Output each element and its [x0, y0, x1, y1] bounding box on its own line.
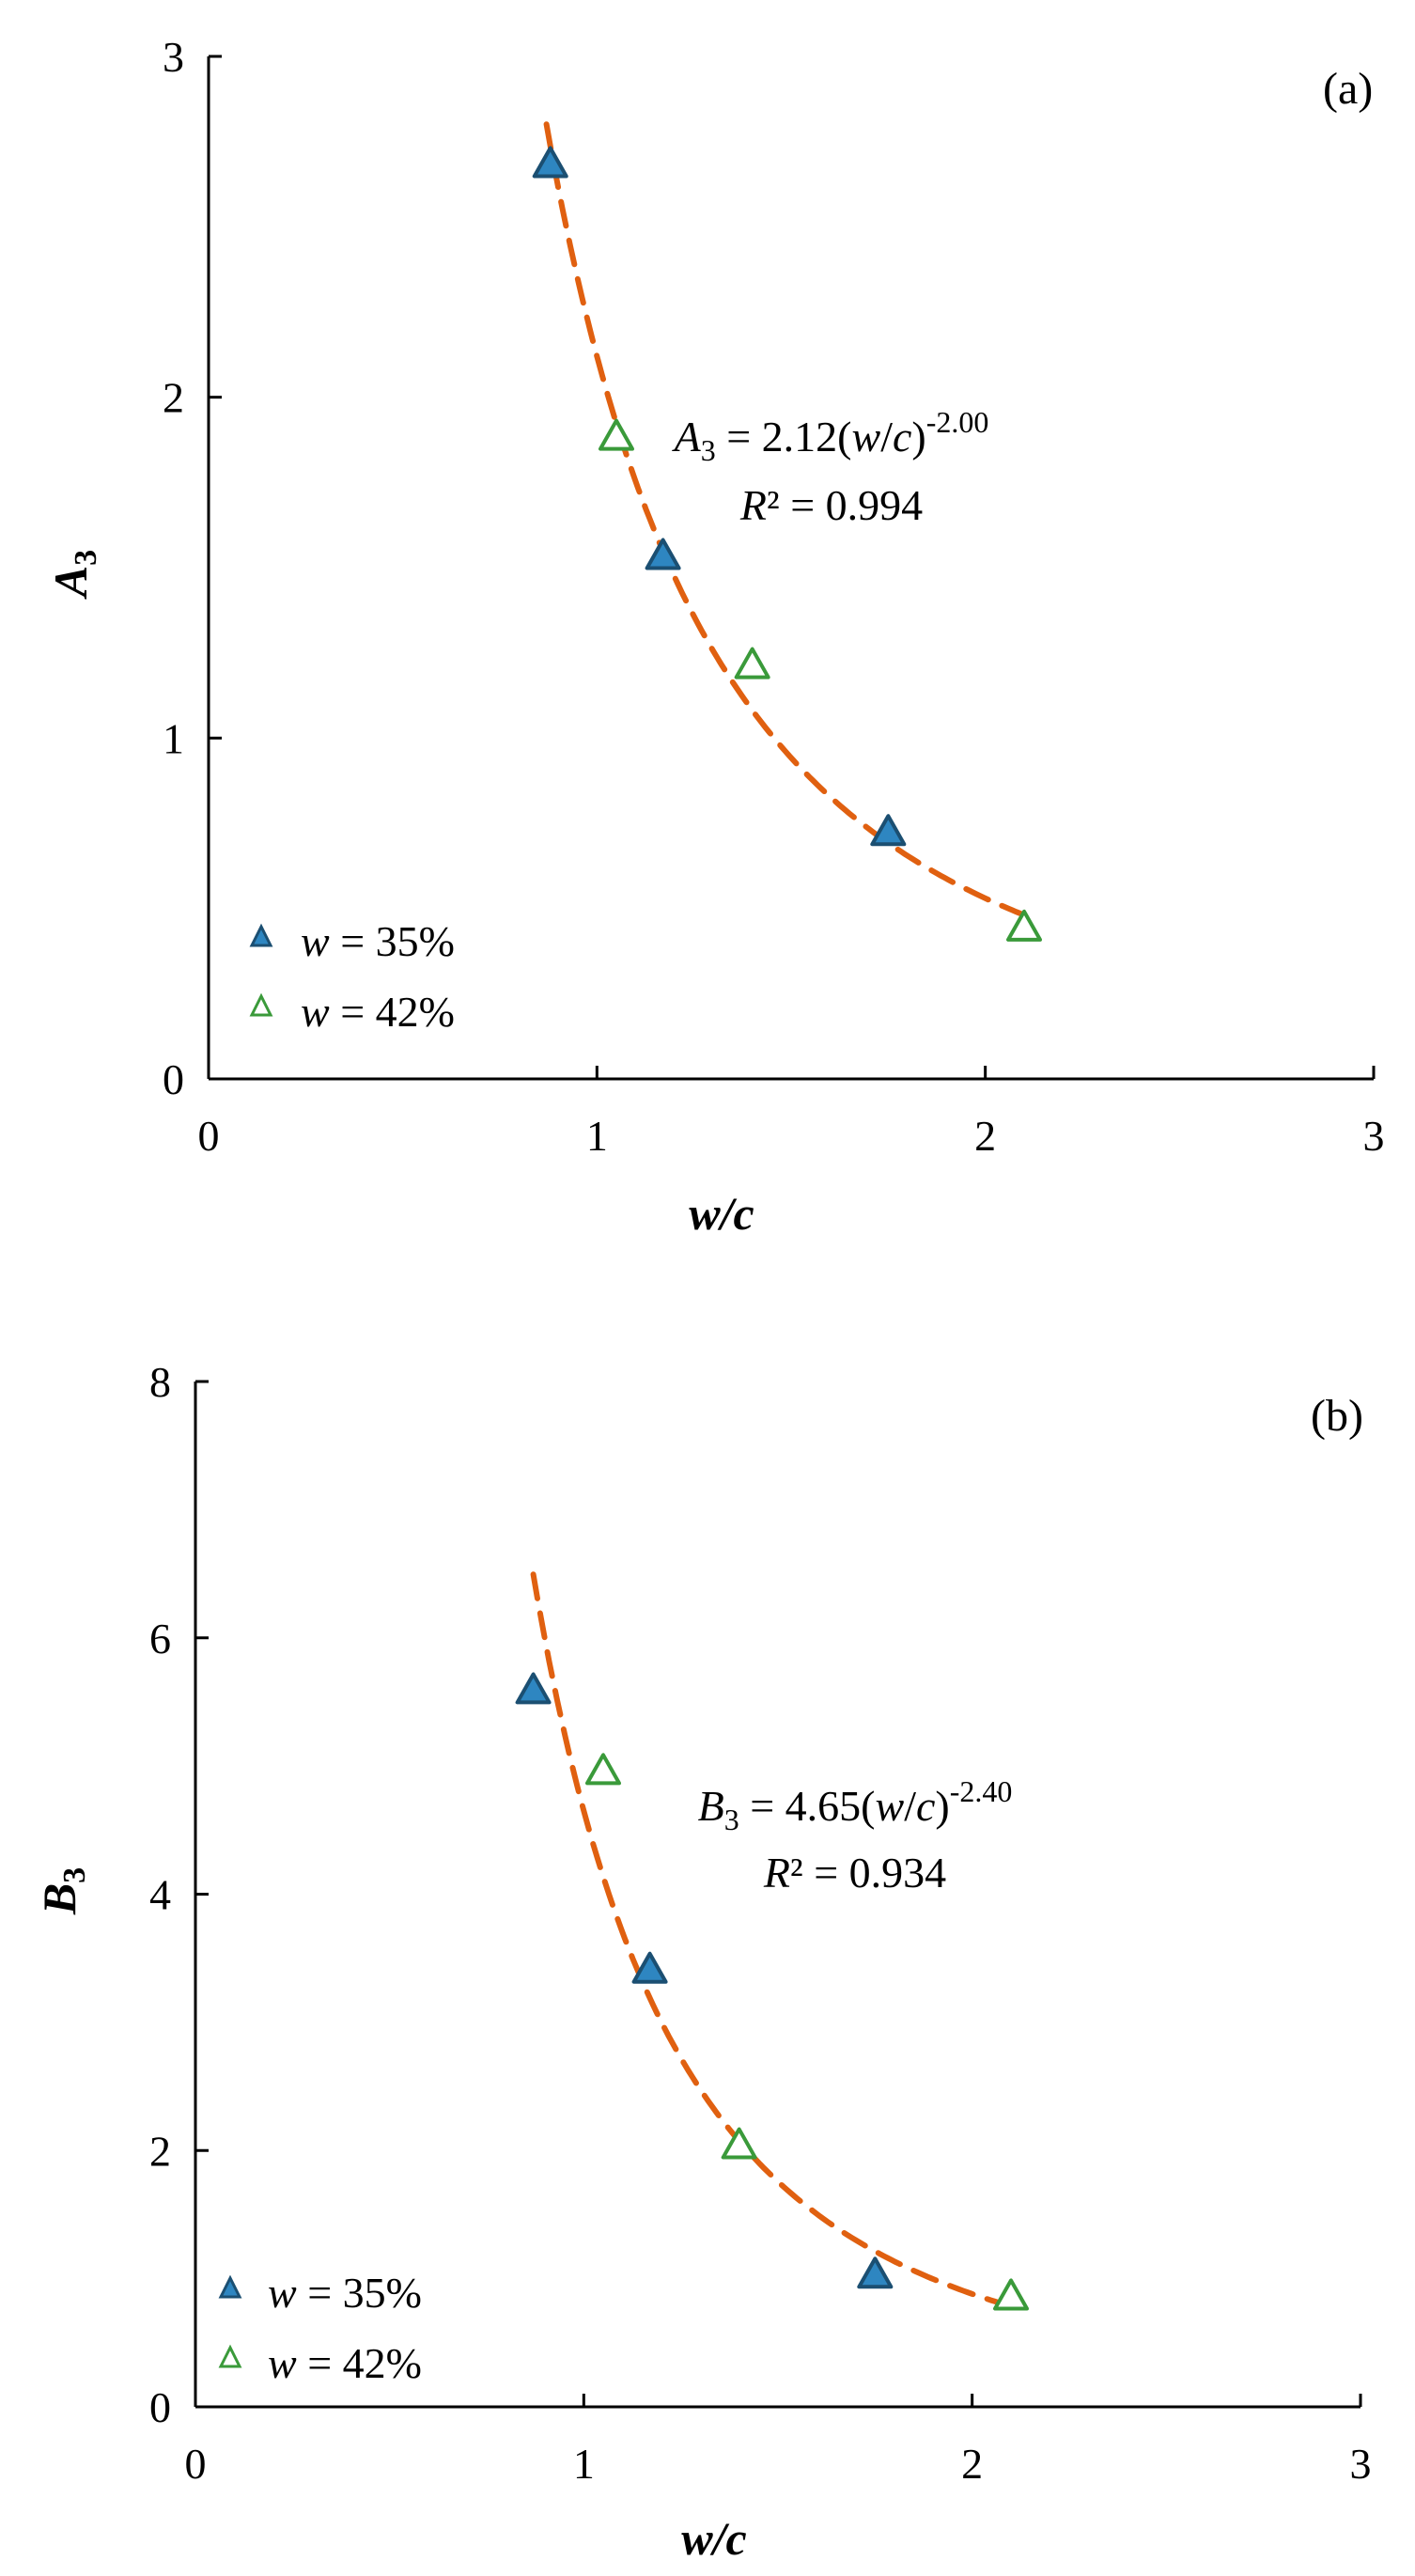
chart-b-y-tick-label: 0 — [149, 2383, 171, 2431]
chart-b-legend: w = 35% w = 42% — [218, 2269, 422, 2387]
chart-a-y-tick-label: 2 — [163, 374, 184, 422]
chart-b-y-tick-label: 2 — [149, 2127, 171, 2175]
chart-a-r-squared: R² = 0.994 — [739, 481, 923, 529]
chart-b-y-axis-title: B3 — [33, 1867, 92, 1915]
chart-b-points — [515, 1672, 1029, 2311]
chart-a-tick-labels: 0 1 2 3 0 1 2 3 — [163, 33, 1385, 1160]
chart-b-panel-label: (b) — [1311, 1391, 1363, 1441]
chart-b-x-tick-label: 3 — [1350, 2440, 1372, 2488]
chart-a-y-tick-label: 1 — [163, 714, 184, 762]
chart-b-data-point-42 — [585, 1753, 621, 1786]
chart-a-legend-item-35: w = 35% — [249, 917, 455, 965]
chart-b-data-point-35 — [631, 1951, 668, 1984]
chart-b-data-point-35 — [515, 1672, 552, 1705]
chart-b-tick-labels: 0 1 2 3 0 2 4 6 8 — [149, 1358, 1372, 2488]
chart-b-x-tick-label: 1 — [573, 2440, 595, 2488]
chart-b-legend-label-42: w = 42% — [268, 2339, 422, 2387]
chart-a-legend-label-42: w = 42% — [301, 988, 455, 1036]
chart-b-y-tick-label: 8 — [149, 1358, 171, 1406]
chart-a-data-point-35 — [645, 538, 681, 570]
chart-a-fit-line — [543, 121, 1027, 918]
chart-b: 0 1 2 3 0 2 4 6 8 (b) w/c B3 B3 = 4.65(w/c)-2.40… — [33, 1358, 1372, 2565]
chart-a-legend-label-35: w = 35% — [301, 917, 455, 965]
chart-a-equation: A3 = 2.12(w/c)-2.00 — [672, 405, 989, 467]
chart-a-legend-item-42: w = 42% — [249, 988, 455, 1036]
chart-b-legend-label-35: w = 35% — [268, 2269, 422, 2317]
chart-b-legend-marker-35 — [218, 2274, 242, 2299]
chart-b-legend-item-35: w = 35% — [218, 2269, 422, 2317]
chart-b-r-squared: R² = 0.934 — [763, 1849, 946, 1897]
chart-a-x-tick-label: 0 — [198, 1112, 220, 1160]
chart-b-axes — [194, 1380, 1362, 2409]
chart-b-legend-item-42: w = 42% — [218, 2339, 422, 2387]
chart-b-fit-curve — [530, 1571, 1014, 2310]
chart-a-y-tick-label: 0 — [163, 1055, 184, 1103]
chart-b-x-axis-title: w/c — [681, 2512, 746, 2565]
chart-a-x-tick-label: 3 — [1363, 1112, 1385, 1160]
chart-a-legend-marker-42 — [249, 992, 273, 1017]
chart-b-x-tick-label: 2 — [961, 2440, 983, 2488]
chart-a-data-point-42 — [599, 418, 634, 451]
chart-a-legend: w = 35% w = 42% — [249, 917, 455, 1036]
chart-a-data-point-42 — [1006, 909, 1042, 942]
chart-a-y-tick-label: 3 — [163, 33, 184, 81]
chart-a-fit-curve — [543, 121, 1027, 918]
chart-b-data-point-35 — [857, 2256, 894, 2289]
chart-b-x-tick-label: 0 — [185, 2440, 207, 2488]
chart-a-y-axis-title: A3 — [44, 550, 103, 600]
chart-a-axes — [207, 55, 1376, 1081]
chart-a-x-axis-title: w/c — [689, 1187, 754, 1240]
chart-b-data-point-42 — [721, 2127, 757, 2160]
chart-a-legend-marker-35 — [249, 923, 273, 947]
chart-b-y-tick-label: 4 — [149, 1871, 171, 1919]
chart-a-x-tick-label: 2 — [974, 1112, 996, 1160]
chart-b-equation: B3 = 4.65(w/c)-2.40 — [698, 1774, 1013, 1836]
chart-a-data-point-42 — [734, 647, 770, 679]
chart-b-fit-line — [530, 1571, 1014, 2310]
chart-b-data-point-42 — [993, 2278, 1029, 2311]
chart-b-y-tick-label: 6 — [149, 1615, 171, 1663]
chart-a-data-point-35 — [870, 814, 907, 847]
chart-a-panel-label: (a) — [1323, 64, 1373, 114]
chart-a-points — [532, 146, 1042, 942]
chart-b-legend-marker-42 — [218, 2344, 242, 2368]
chart-a-data-point-35 — [532, 146, 568, 179]
chart-a-x-tick-label: 1 — [586, 1112, 608, 1160]
